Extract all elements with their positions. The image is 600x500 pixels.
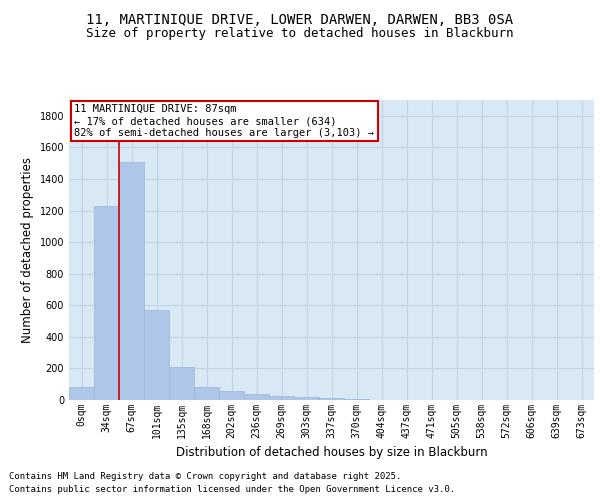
Bar — [69, 388, 94, 400]
Bar — [244, 394, 269, 400]
Bar — [319, 398, 344, 400]
Bar — [144, 310, 169, 400]
Bar — [169, 367, 194, 400]
Bar — [119, 162, 144, 400]
X-axis label: Distribution of detached houses by size in Blackburn: Distribution of detached houses by size … — [176, 446, 487, 460]
Bar — [194, 388, 219, 400]
Bar — [294, 398, 319, 400]
Text: Contains public sector information licensed under the Open Government Licence v3: Contains public sector information licen… — [9, 485, 455, 494]
Text: 11 MARTINIQUE DRIVE: 87sqm
← 17% of detached houses are smaller (634)
82% of sem: 11 MARTINIQUE DRIVE: 87sqm ← 17% of deta… — [74, 104, 374, 138]
Text: 11, MARTINIQUE DRIVE, LOWER DARWEN, DARWEN, BB3 0SA: 11, MARTINIQUE DRIVE, LOWER DARWEN, DARW… — [86, 12, 514, 26]
Bar — [94, 206, 119, 400]
Y-axis label: Number of detached properties: Number of detached properties — [21, 157, 34, 343]
Bar — [219, 392, 244, 400]
Text: Size of property relative to detached houses in Blackburn: Size of property relative to detached ho… — [86, 28, 514, 40]
Text: Contains HM Land Registry data © Crown copyright and database right 2025.: Contains HM Land Registry data © Crown c… — [9, 472, 401, 481]
Bar — [269, 396, 294, 400]
